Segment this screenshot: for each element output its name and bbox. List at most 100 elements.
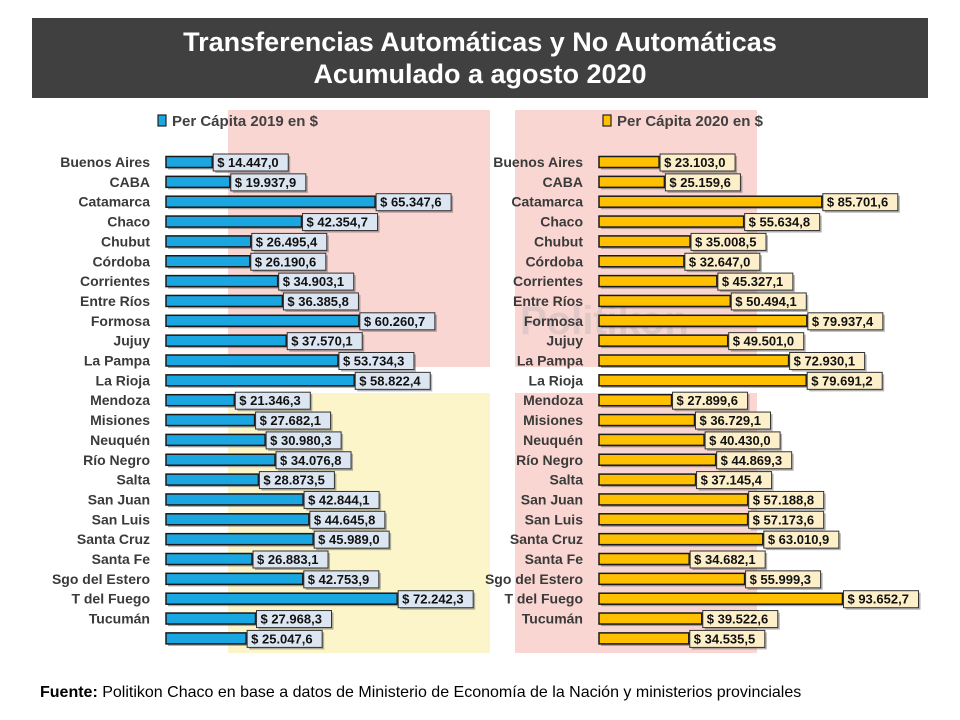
value-label-box-2020	[690, 232, 767, 251]
bar-2020	[598, 393, 673, 407]
bar-2019	[165, 374, 355, 387]
value-label-box-2020	[745, 570, 822, 589]
value-label-2020: $ 55.999,3	[750, 572, 811, 587]
value-label-2019: $ 42.844,1	[308, 492, 369, 507]
value-label-box-2020	[748, 490, 825, 509]
value-label-2019: $ 42.354,7	[307, 215, 368, 230]
bar-2019	[165, 572, 304, 586]
bar-2020	[598, 433, 705, 447]
category-label-2020: San Luis	[525, 511, 584, 527]
category-label-2020: T del Fuego	[504, 591, 583, 607]
value-label-2019: $ 21.346,3	[239, 393, 300, 408]
bar-2019	[165, 155, 213, 169]
bar-2019	[165, 552, 253, 566]
source-note: Fuente: Politikon Chaco en base a datos …	[40, 684, 801, 702]
value-label-box-2019	[250, 252, 327, 271]
value-label-box-2020	[822, 193, 899, 212]
category-label-2019: Misiones	[90, 412, 150, 428]
value-label-2019: $ 28.873,5	[263, 473, 324, 488]
value-label-2019: $ 44.645,8	[314, 512, 375, 527]
value-label-2019: $ 27.682,1	[260, 413, 321, 428]
bar-2019	[165, 354, 339, 367]
category-label-2019: Chubut	[101, 233, 150, 249]
bar-2019	[165, 413, 256, 427]
value-label-box-2020	[704, 431, 781, 450]
bar-2019	[165, 592, 398, 605]
value-label-2020: $ 37.145,4	[701, 473, 763, 488]
value-label-2020: $ 57.173,6	[753, 512, 814, 527]
value-label-box-2019	[275, 451, 352, 470]
value-label-box-2019	[230, 173, 307, 192]
value-label-2020: $ 36.729,1	[699, 413, 760, 428]
bar-2020	[598, 334, 729, 347]
value-label-2019: $ 27.968,3	[260, 612, 321, 627]
category-label-2020: Santa Cruz	[510, 531, 583, 547]
value-label-2019: $ 42.753,9	[308, 572, 369, 587]
value-label-2020: $ 55.634,8	[749, 215, 810, 230]
category-label-2019: CABA	[110, 174, 150, 190]
value-label-box-2019	[282, 292, 359, 311]
bar-2020	[598, 354, 790, 367]
value-label-box-2019	[313, 530, 390, 549]
value-label-box-2020	[789, 352, 866, 370]
value-label-box-2019	[234, 391, 311, 410]
category-label-2020: La Rioja	[529, 372, 584, 388]
value-label-2019: $ 25.047,6	[251, 631, 312, 646]
value-label-2020: $ 85.701,6	[827, 195, 888, 210]
value-label-box-2020	[748, 510, 825, 529]
value-label-box-2020	[689, 550, 766, 569]
category-label-2020: La Pampa	[517, 353, 583, 369]
category-label-2019: Catamarca	[78, 194, 150, 210]
value-label-box-2020	[689, 629, 766, 648]
value-label-box-2020	[842, 590, 919, 609]
bar-2019	[165, 493, 304, 506]
value-label-box-2019	[338, 352, 415, 370]
bar-2020	[598, 374, 807, 387]
value-label-box-2019	[303, 490, 380, 509]
category-label-2020: Chaco	[540, 214, 583, 230]
value-label-2020: $ 40.430,0	[709, 433, 770, 448]
value-label-2020: $ 23.103,0	[664, 155, 725, 170]
bar-2020	[598, 215, 745, 228]
bar-2019	[165, 334, 287, 347]
category-label-2019: La Rioja	[96, 372, 151, 388]
value-label-box-2020	[659, 153, 736, 172]
value-label-2019: $ 26.495,4	[256, 234, 318, 249]
category-label-2019: Formosa	[91, 313, 150, 329]
value-label-2019: $ 26.883,1	[257, 552, 318, 567]
bar-2019	[165, 532, 314, 546]
category-label-2020: Formosa	[524, 313, 583, 329]
value-label-2020: $ 72.930,1	[794, 354, 855, 369]
value-label-box-2020	[728, 332, 805, 351]
value-label-2019: $ 36.385,8	[287, 294, 348, 309]
category-label-2019: Buenos Aires	[60, 154, 150, 170]
value-label-2020: $ 25.159,6	[669, 175, 730, 190]
category-label-2020: Misiones	[523, 412, 583, 428]
value-label-box-2019	[286, 332, 363, 351]
value-label-2020: $ 39.522,6	[707, 612, 768, 627]
category-label-2019: Río Negro	[83, 452, 150, 468]
category-label-2019: Córdoba	[92, 253, 150, 269]
value-label-box-2019	[309, 510, 386, 529]
value-label-box-2019	[212, 153, 289, 172]
value-label-box-2019	[255, 610, 332, 629]
bar-2020	[598, 532, 764, 546]
value-label-2019: $ 19.937,9	[235, 175, 296, 190]
bar-2019	[165, 274, 279, 288]
chart-2019: Per Cápita 2019 en $ Buenos Aires $ 14.447…	[52, 113, 476, 650]
category-label-2019: Santa Cruz	[77, 531, 150, 547]
value-label-2020: $ 79.691,2	[811, 373, 872, 388]
bar-2019	[165, 195, 376, 208]
value-label-2020: $ 79.937,4	[812, 314, 874, 329]
value-label-box-2020	[744, 213, 821, 232]
bar-2020	[598, 294, 732, 308]
category-label-2020: Corrientes	[513, 273, 583, 289]
value-label-box-2020	[702, 610, 779, 629]
bar-2019	[165, 433, 266, 447]
value-label-box-2020	[664, 173, 741, 192]
value-label-2019: $ 34.903,1	[283, 274, 344, 289]
category-label-2019: Santa Fe	[92, 551, 151, 567]
value-label-box-2020	[806, 371, 883, 390]
category-label-2020: Jujuy	[546, 333, 583, 349]
bar-2020	[598, 235, 691, 248]
